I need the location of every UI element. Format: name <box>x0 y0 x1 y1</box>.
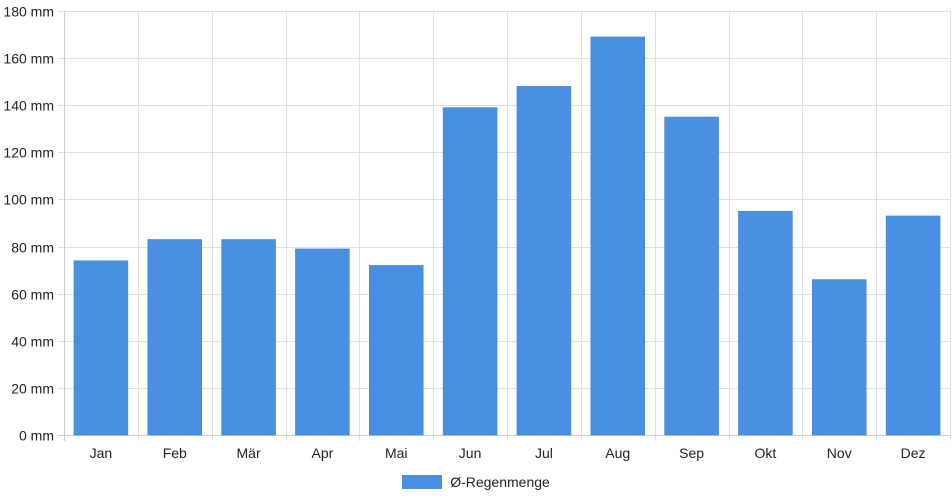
x-tick-label: Dez <box>901 445 926 461</box>
x-tick-label: Jun <box>459 445 482 461</box>
x-tick-label: Apr <box>312 445 334 461</box>
x-tick-label: Nov <box>827 445 852 461</box>
legend-swatch <box>402 475 443 489</box>
bar-apr <box>295 248 350 436</box>
bar-mär <box>221 239 276 436</box>
legend[interactable]: Ø-Regenmenge <box>0 472 952 492</box>
bar-nov <box>812 279 867 436</box>
x-tick-label: Mai <box>385 445 408 461</box>
bar-okt <box>738 210 793 436</box>
y-tick-label: 80 mm <box>11 240 54 256</box>
x-tick-label: Aug <box>605 445 630 461</box>
bar-sep <box>664 116 719 436</box>
y-tick-label: 60 mm <box>11 287 54 303</box>
y-tick-label: 160 mm <box>3 51 54 67</box>
x-tick-label: Feb <box>163 445 187 461</box>
y-tick-label: 120 mm <box>3 145 54 161</box>
x-axis-ticks: Jan Feb Mär Apr Mai Jun Jul Aug Sep Okt Nov Dez <box>90 445 926 461</box>
y-tick-label: 40 mm <box>11 334 54 350</box>
bar-jul <box>516 86 572 436</box>
x-tick-label: Okt <box>755 445 777 461</box>
bar-dez <box>885 215 941 436</box>
bar-mai <box>369 265 424 436</box>
x-tick-label: Sep <box>679 445 704 461</box>
x-tick-label: Jan <box>90 445 113 461</box>
bars <box>73 36 941 436</box>
y-tick-label: 20 mm <box>11 381 54 397</box>
y-axis-ticks: 0 mm 20 mm 40 mm 60 mm 80 mm 100 mm 120 mm 140 … <box>3 4 54 444</box>
legend-label: Ø-Regenmenge <box>450 474 550 490</box>
bar-feb <box>147 239 202 436</box>
y-tick-label: 180 mm <box>3 4 54 20</box>
x-tick-label: Mär <box>237 445 261 461</box>
x-tick-label: Jul <box>535 445 553 461</box>
grid-lines <box>58 11 951 441</box>
bar-jan <box>73 260 129 436</box>
bar-aug <box>590 36 645 436</box>
y-tick-label: 0 mm <box>19 428 54 444</box>
y-tick-label: 100 mm <box>3 192 54 208</box>
y-tick-label: 140 mm <box>3 98 54 114</box>
bar-jun <box>442 107 498 436</box>
